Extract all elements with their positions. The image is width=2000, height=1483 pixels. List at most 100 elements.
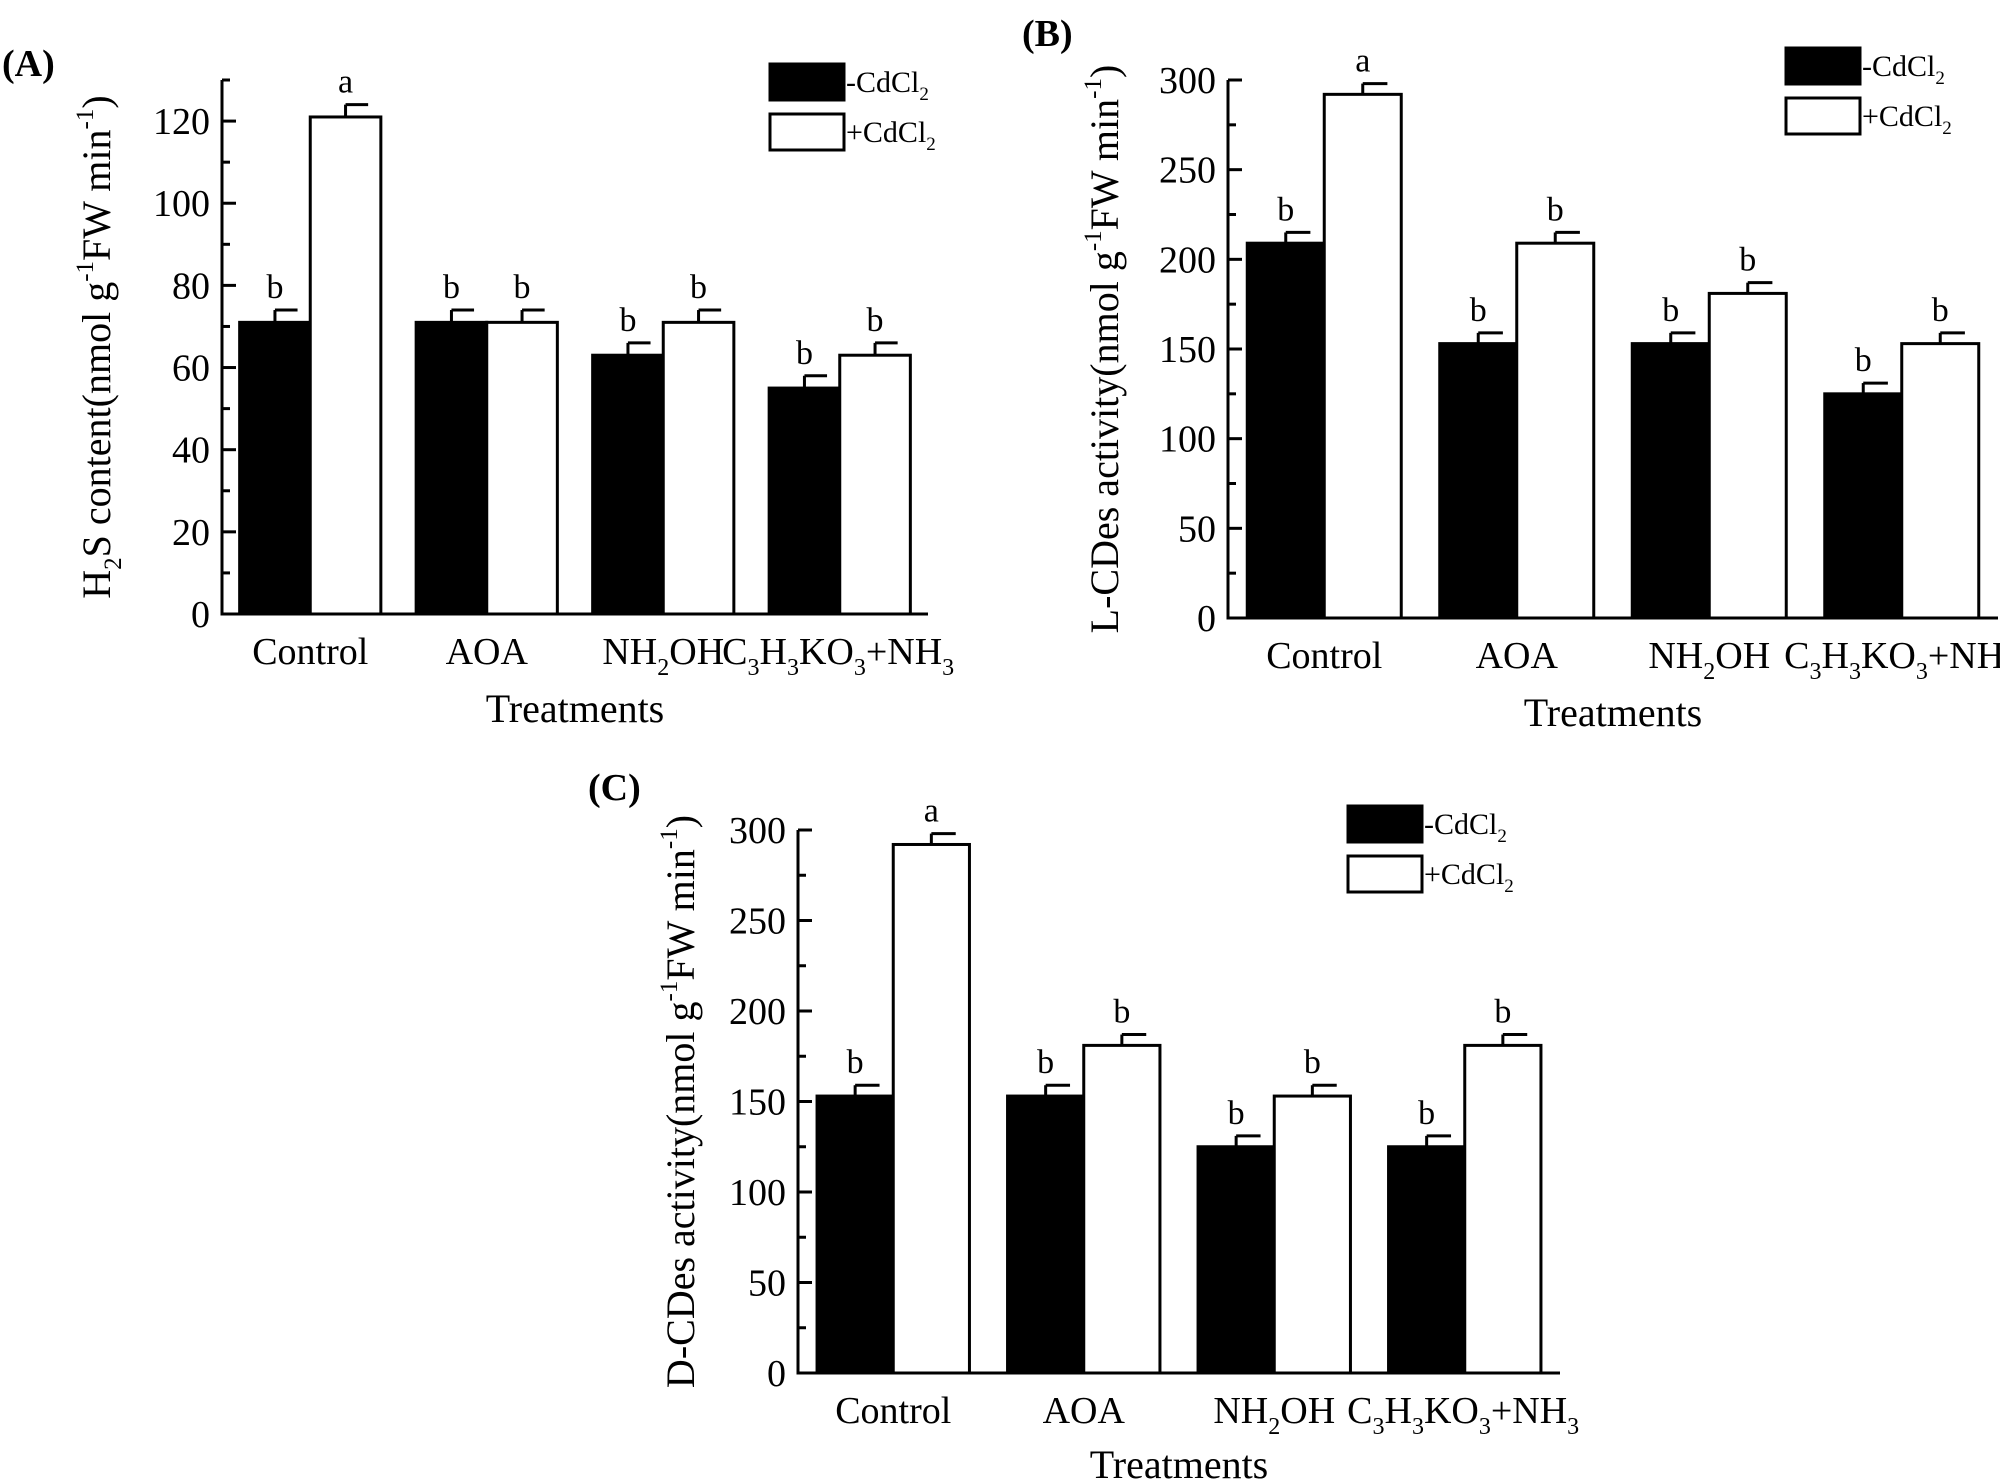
y-tick-label: 50 — [748, 1263, 786, 1305]
bar-plus-cdcl2-2 — [1707, 291, 1788, 620]
x-tick-label: Control — [252, 631, 368, 673]
error-bar — [1310, 1083, 1337, 1097]
y-tick-label: 300 — [1159, 60, 1216, 102]
y-tick-label: 60 — [172, 348, 210, 390]
x-tick-label: C3H3KO3+NH3 — [1347, 1390, 1582, 1440]
bar-minus-cdcl2-2 — [1196, 1145, 1276, 1375]
significance-letter: b — [1228, 1095, 1245, 1132]
legend: -CdCl2 +CdCl2 — [768, 62, 938, 155]
legend: -CdCl2 +CdCl2 — [1784, 46, 1954, 139]
panel-label: (A) — [2, 43, 55, 85]
error-bar — [1938, 331, 1965, 344]
bar-plus-cdcl2-0 — [308, 115, 383, 616]
legend-swatch — [1784, 46, 1862, 86]
legend-swatch — [1346, 804, 1424, 844]
x-axis-label: Treatments — [1090, 1442, 1269, 1483]
error-bar — [273, 308, 298, 323]
error-bar — [1234, 1134, 1261, 1147]
panel-a: (A) b a Control b b AOA b b NH2OH b b C3H3KO3+NH3 0 2… — [2, 43, 954, 731]
error-bar — [929, 832, 956, 845]
significance-letter: b — [1113, 994, 1130, 1031]
y-tick-label: 50 — [1178, 508, 1216, 550]
bar-plus-cdcl2-3 — [1900, 342, 1981, 620]
error-bar — [520, 308, 545, 323]
x-tick-label: NH2OH — [1213, 1390, 1335, 1440]
y-tick-label: 80 — [172, 265, 210, 307]
error-bar — [873, 341, 898, 356]
error-bar — [1553, 230, 1580, 244]
x-tick-label: NH2OH — [602, 631, 724, 681]
y-tick-label: 100 — [1159, 419, 1216, 461]
legend-swatch — [1784, 96, 1862, 136]
y-axis-label: H2S content(nmol g-1FW min-1) — [72, 95, 127, 598]
bar-minus-cdcl2-3 — [1823, 392, 1904, 620]
significance-letter: b — [514, 269, 531, 306]
error-bar — [1361, 82, 1388, 95]
bar-plus-cdcl2-1 — [1082, 1043, 1162, 1375]
error-bar — [1746, 281, 1773, 294]
significance-letter: b — [1739, 242, 1756, 279]
y-tick-label: 0 — [1197, 598, 1216, 640]
y-tick-label: 120 — [153, 101, 210, 143]
legend-label: -CdCl2 — [1862, 50, 1947, 89]
bar-minus-cdcl2-3 — [1387, 1145, 1467, 1375]
x-tick-label: AOA — [1043, 1390, 1126, 1432]
bar-minus-cdcl2-1 — [414, 320, 489, 616]
significance-letter: b — [690, 269, 707, 306]
bar-plus-cdcl2-3 — [838, 353, 912, 616]
x-tick-label: Control — [1266, 635, 1382, 677]
significance-letter: b — [1304, 1044, 1321, 1081]
significance-letter: b — [1547, 191, 1564, 228]
error-bar — [449, 308, 475, 323]
bar-minus-cdcl2-0 — [238, 320, 312, 616]
legend-label: -CdCl2 — [846, 66, 931, 105]
legend-swatch — [768, 112, 846, 152]
error-bar — [1669, 331, 1696, 344]
bar-plus-cdcl2-2 — [661, 320, 736, 616]
y-tick-label: 100 — [729, 1172, 786, 1214]
error-bar — [1501, 1033, 1528, 1046]
bar-plus-cdcl2-3 — [1463, 1043, 1543, 1375]
panel-b: (B) b a Control b b AOA b b NH2OH b b C3H3KO3+NH3 0 5… — [1022, 13, 2000, 735]
legend-label: -CdCl2 — [1424, 808, 1509, 847]
significance-letter: b — [847, 1044, 864, 1081]
y-tick-label: 20 — [172, 512, 210, 554]
x-axis-label: Treatments — [1524, 690, 1703, 735]
bar-plus-cdcl2-0 — [1322, 92, 1403, 620]
significance-letter: a — [1355, 43, 1370, 80]
significance-letter: b — [619, 302, 636, 339]
error-bar — [802, 374, 828, 389]
x-tick-label: Control — [835, 1390, 951, 1432]
x-tick-label: AOA — [1476, 635, 1559, 677]
y-tick-label: 150 — [729, 1082, 786, 1124]
bar-plus-cdcl2-2 — [1272, 1094, 1352, 1375]
error-bar — [1044, 1083, 1071, 1097]
bar-minus-cdcl2-3 — [767, 386, 842, 616]
y-tick-label: 200 — [729, 991, 786, 1033]
legend: -CdCl2 +CdCl2 — [1346, 804, 1514, 897]
bar-minus-cdcl2-2 — [591, 353, 665, 616]
significance-letter: b — [266, 269, 283, 306]
bar-plus-cdcl2-0 — [891, 842, 971, 1375]
bar-plus-cdcl2-1 — [1515, 241, 1596, 620]
error-bar — [1120, 1033, 1147, 1046]
significance-letter: b — [796, 335, 813, 372]
significance-letter: b — [1662, 292, 1679, 329]
legend-swatch — [768, 62, 846, 102]
legend-label: +CdCl2 — [1862, 100, 1954, 139]
bar-minus-cdcl2-2 — [1630, 342, 1711, 620]
error-bar — [853, 1083, 880, 1097]
significance-letter: b — [1470, 292, 1487, 329]
y-tick-label: 40 — [172, 430, 210, 472]
significance-letter: b — [443, 269, 460, 306]
y-tick-label: 250 — [1159, 150, 1216, 192]
y-tick-label: 200 — [1159, 239, 1216, 281]
y-tick-label: 250 — [729, 901, 786, 943]
significance-letter: b — [1037, 1044, 1054, 1081]
x-tick-label: AOA — [446, 631, 529, 673]
y-tick-label: 0 — [767, 1353, 786, 1395]
panel-label: (C) — [588, 767, 641, 809]
legend-label: +CdCl2 — [846, 116, 938, 155]
bar-minus-cdcl2-1 — [1438, 342, 1519, 620]
